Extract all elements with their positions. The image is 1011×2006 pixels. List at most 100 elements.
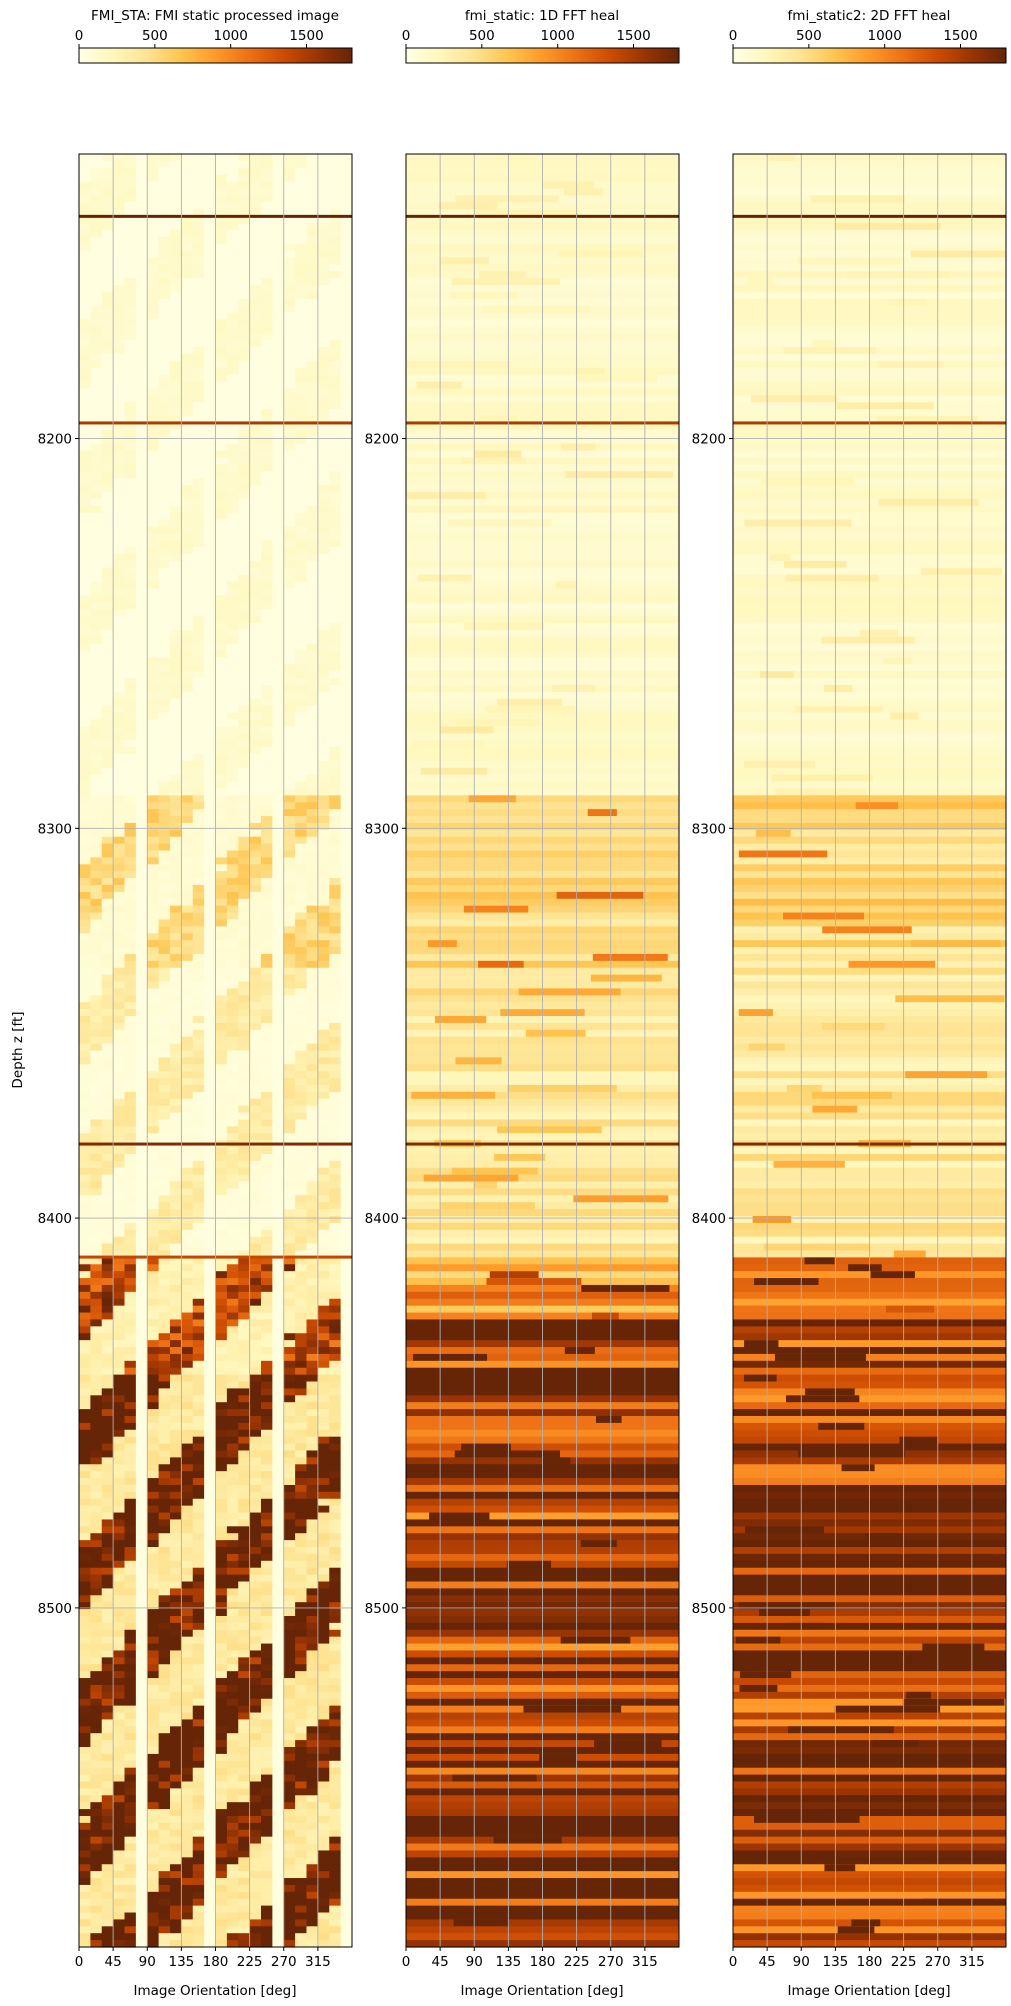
heatmap-cell (307, 1568, 319, 1575)
heatmap-cell (250, 340, 262, 347)
heatmap-cell (102, 1306, 114, 1313)
heatmap-cell (136, 1388, 148, 1395)
heatmap-cell (204, 182, 216, 189)
heatmap-cell (170, 1430, 182, 1437)
heatmap-cell (307, 264, 319, 271)
heatmap-cell (307, 913, 319, 920)
heatmap-cell (238, 451, 250, 458)
heatmap-cell (181, 533, 193, 540)
heatmap-cell (341, 1313, 353, 1320)
heatmap-cell (318, 975, 330, 982)
heatmap-cell (125, 657, 137, 664)
heatmap-cell (136, 1126, 148, 1133)
heatmap-cell (250, 1057, 262, 1064)
heatmap-cell (318, 1106, 330, 1113)
heatmap-cell (102, 361, 114, 368)
heatmap-cell (90, 1271, 102, 1278)
heatmap-cell (272, 975, 284, 982)
heatmap-cell (204, 430, 216, 437)
heatmap-cell (193, 1319, 205, 1326)
heatmap-cell (216, 402, 228, 409)
heatmap-cell (113, 313, 125, 320)
heatmap-cell (204, 616, 216, 623)
heatmap-cell (307, 1319, 319, 1326)
heatmap-cell (227, 1361, 239, 1368)
heatmap-cell (159, 1292, 171, 1299)
heatmap-cell (261, 1223, 273, 1230)
heatmap-cell (261, 954, 273, 961)
heatmap-cell (307, 1340, 319, 1347)
heatmap-cell (170, 1485, 182, 1492)
heatmap-cell (170, 402, 182, 409)
heatmap-cell (284, 1395, 296, 1402)
heatmap-cell (272, 830, 284, 837)
heatmap-cell (341, 726, 353, 733)
heatmap-cell (147, 1051, 159, 1058)
heatmap-cell (341, 526, 353, 533)
heatmap-cell (295, 899, 307, 906)
heatmap-cell (272, 1533, 284, 1540)
heatmap-cell (90, 871, 102, 878)
heatmap-cell (272, 1133, 284, 1140)
heatmap-cell (341, 313, 353, 320)
heatmap-cell (329, 271, 341, 278)
heatmap-cell (90, 1437, 102, 1444)
heatmap-cell (113, 326, 125, 333)
heatmap-cell (250, 982, 262, 989)
heatmap-cell (113, 244, 125, 251)
heatmap-cell (227, 154, 239, 161)
heatmap-cell (136, 1382, 148, 1389)
heatmap-cell (79, 1464, 91, 1471)
heatmap-cell (181, 485, 193, 492)
heatmap-cell (329, 354, 341, 361)
heatmap-cell (193, 1533, 205, 1540)
heatmap-cell (261, 368, 273, 375)
heatmap-cell (272, 761, 284, 768)
heatmap-cell (181, 1195, 193, 1202)
heatmap-cell (90, 768, 102, 775)
heatmap-cell (136, 899, 148, 906)
heatmap-cell (125, 499, 137, 506)
heatmap-cell (102, 1499, 114, 1506)
heatmap-cell (90, 1023, 102, 1030)
heatmap-cell (147, 747, 159, 754)
heatmap-cell (204, 1526, 216, 1533)
panel-1-colorbar: 0 500 1000 1500 (75, 28, 352, 63)
heatmap-cell (238, 954, 250, 961)
heatmap-cell (261, 595, 273, 602)
heatmap-cell (113, 1119, 125, 1126)
heatmap-cell (147, 1278, 159, 1285)
heatmap-cell (113, 506, 125, 513)
heatmap-cell (102, 692, 114, 699)
heatmap-cell (261, 871, 273, 878)
heatmap-cell (295, 182, 307, 189)
heatmap-cell (90, 602, 102, 609)
heatmap-cell (329, 802, 341, 809)
heatmap-cell (261, 1154, 273, 1161)
heatmap-cell (329, 1237, 341, 1244)
heatmap-cell (238, 402, 250, 409)
heatmap-cell (204, 982, 216, 989)
heatmap-cell (193, 919, 205, 926)
heatmap-cell (318, 1471, 330, 1478)
heatmap-cell (159, 699, 171, 706)
heatmap-cell (159, 1554, 171, 1561)
heatmap-cell (295, 837, 307, 844)
heatmap-cell (227, 864, 239, 871)
heatmap-cell (238, 699, 250, 706)
heatmap-cell (125, 161, 137, 168)
heatmap-cell (318, 1230, 330, 1237)
heatmap-cell (227, 802, 239, 809)
heatmap-cell (102, 1340, 114, 1347)
heatmap-cell (136, 478, 148, 485)
heatmap-cell (113, 306, 125, 313)
heatmap-cell (295, 230, 307, 237)
heatmap-cell (318, 264, 330, 271)
heatmap-cell (159, 947, 171, 954)
heatmap-cell (250, 678, 262, 685)
heatmap-cell (284, 223, 296, 230)
heatmap-cell (295, 1154, 307, 1161)
heatmap-cell (272, 851, 284, 858)
heatmap-cell (295, 1168, 307, 1175)
heatmap-cell (193, 464, 205, 471)
